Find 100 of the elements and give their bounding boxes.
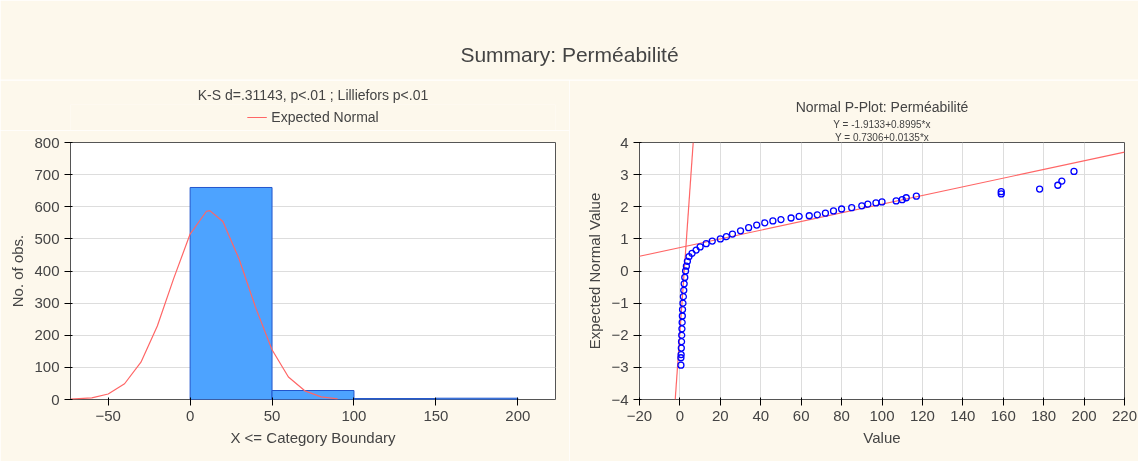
point [683, 257, 692, 266]
point [878, 198, 886, 206]
point [902, 194, 910, 202]
point [1035, 185, 1044, 193]
point [864, 200, 872, 208]
x-axis-title: Value [863, 428, 901, 446]
chart-title: K-S d=.31143, p<.01 ; Lilliefors p<.01 [197, 86, 429, 103]
point [722, 232, 731, 241]
y-tick-label: −1 [611, 294, 629, 312]
x-tick-label: 150 [423, 406, 449, 424]
point [872, 199, 880, 207]
point [795, 212, 803, 221]
x-tick-label: −20 [626, 406, 653, 424]
x-tick-label: 120 [909, 406, 935, 424]
point [821, 209, 830, 217]
point [677, 344, 685, 352]
point [1054, 181, 1062, 189]
text: Y = -1.9133+0.8995*x [833, 118, 931, 130]
point [769, 217, 777, 225]
point [813, 211, 821, 219]
x-axis-title: X <= Category Boundary [230, 428, 397, 446]
annotation: Y = 0.7306+0.0135*x [835, 131, 929, 143]
x-tick-label: 220 [1111, 406, 1138, 424]
y-tick-label: −2 [611, 326, 629, 344]
x-tick-label: 40 [752, 406, 770, 424]
x-tick-label: 200 [1071, 406, 1097, 424]
legend-label: Expected Normal [271, 109, 379, 125]
y-tick-label: 500 [34, 229, 60, 247]
point [777, 215, 785, 224]
y-tick-label: 4 [620, 133, 629, 151]
point [848, 204, 856, 212]
point [677, 361, 685, 369]
x-tick-label: 200 [505, 406, 531, 424]
point [681, 273, 689, 282]
point [696, 243, 704, 251]
y-tick-label: 100 [34, 358, 60, 376]
y-tick-label: 400 [34, 262, 60, 279]
point [685, 252, 693, 261]
x-tick-label: 20 [711, 406, 729, 424]
point [680, 286, 688, 294]
point [680, 280, 688, 288]
point [677, 350, 685, 359]
point [681, 267, 690, 275]
point [858, 202, 866, 210]
x-tick-label: 180 [1031, 406, 1057, 424]
y-tick-label: 0 [620, 262, 629, 279]
y-axis-title: No. of obs. [9, 234, 27, 308]
point [678, 325, 686, 333]
y-axis-title: Expected Normal Value [586, 192, 604, 350]
point [679, 299, 687, 307]
point [805, 212, 813, 220]
point [837, 205, 846, 213]
x-tick-label: 0 [185, 406, 195, 424]
point [1070, 167, 1078, 176]
x-tick-label: 100 [341, 406, 367, 424]
point [682, 262, 691, 270]
point [728, 230, 737, 238]
point [892, 197, 900, 205]
y-tick-label: 0 [51, 390, 60, 408]
point [688, 249, 696, 257]
point [692, 246, 700, 254]
text: Summary: Perméabilité [460, 42, 679, 66]
point [829, 207, 838, 215]
y-tick-label: 700 [34, 165, 60, 183]
x-tick-label: 100 [869, 406, 895, 424]
y-tick-label: 200 [34, 326, 60, 344]
point [679, 293, 687, 301]
y-tick-label: 300 [34, 294, 60, 312]
y-tick-label: −3 [611, 358, 629, 376]
x-tick-label: 60 [792, 406, 810, 424]
x-tick-label: −50 [95, 406, 121, 424]
point [678, 331, 686, 339]
point [708, 237, 716, 245]
x-tick-label: 50 [263, 406, 281, 424]
point [677, 338, 686, 346]
x-tick-label: 0 [675, 406, 685, 424]
x-tick-label: 80 [833, 406, 850, 424]
point [761, 219, 769, 227]
point [753, 221, 761, 229]
point [678, 318, 686, 327]
line-series [70, 210, 339, 400]
y-tick-label: 3 [620, 165, 629, 183]
y-tick-label: 600 [34, 197, 60, 215]
point [744, 223, 753, 232]
y-tick-label: 2 [620, 197, 629, 215]
chart-title: Normal P-Plot: Perméabilité [795, 98, 969, 115]
point [736, 227, 745, 235]
point [912, 192, 920, 200]
point [1058, 177, 1066, 185]
point [787, 214, 795, 222]
x-tick-label: 140 [950, 406, 976, 424]
point [677, 354, 685, 362]
point [678, 305, 687, 314]
y-tick-label: 1 [620, 229, 629, 247]
y-tick-label: 800 [34, 133, 60, 151]
x-tick-label: 160 [990, 406, 1016, 424]
point [678, 312, 686, 320]
point [702, 240, 710, 248]
point [898, 196, 906, 204]
point [716, 235, 724, 243]
